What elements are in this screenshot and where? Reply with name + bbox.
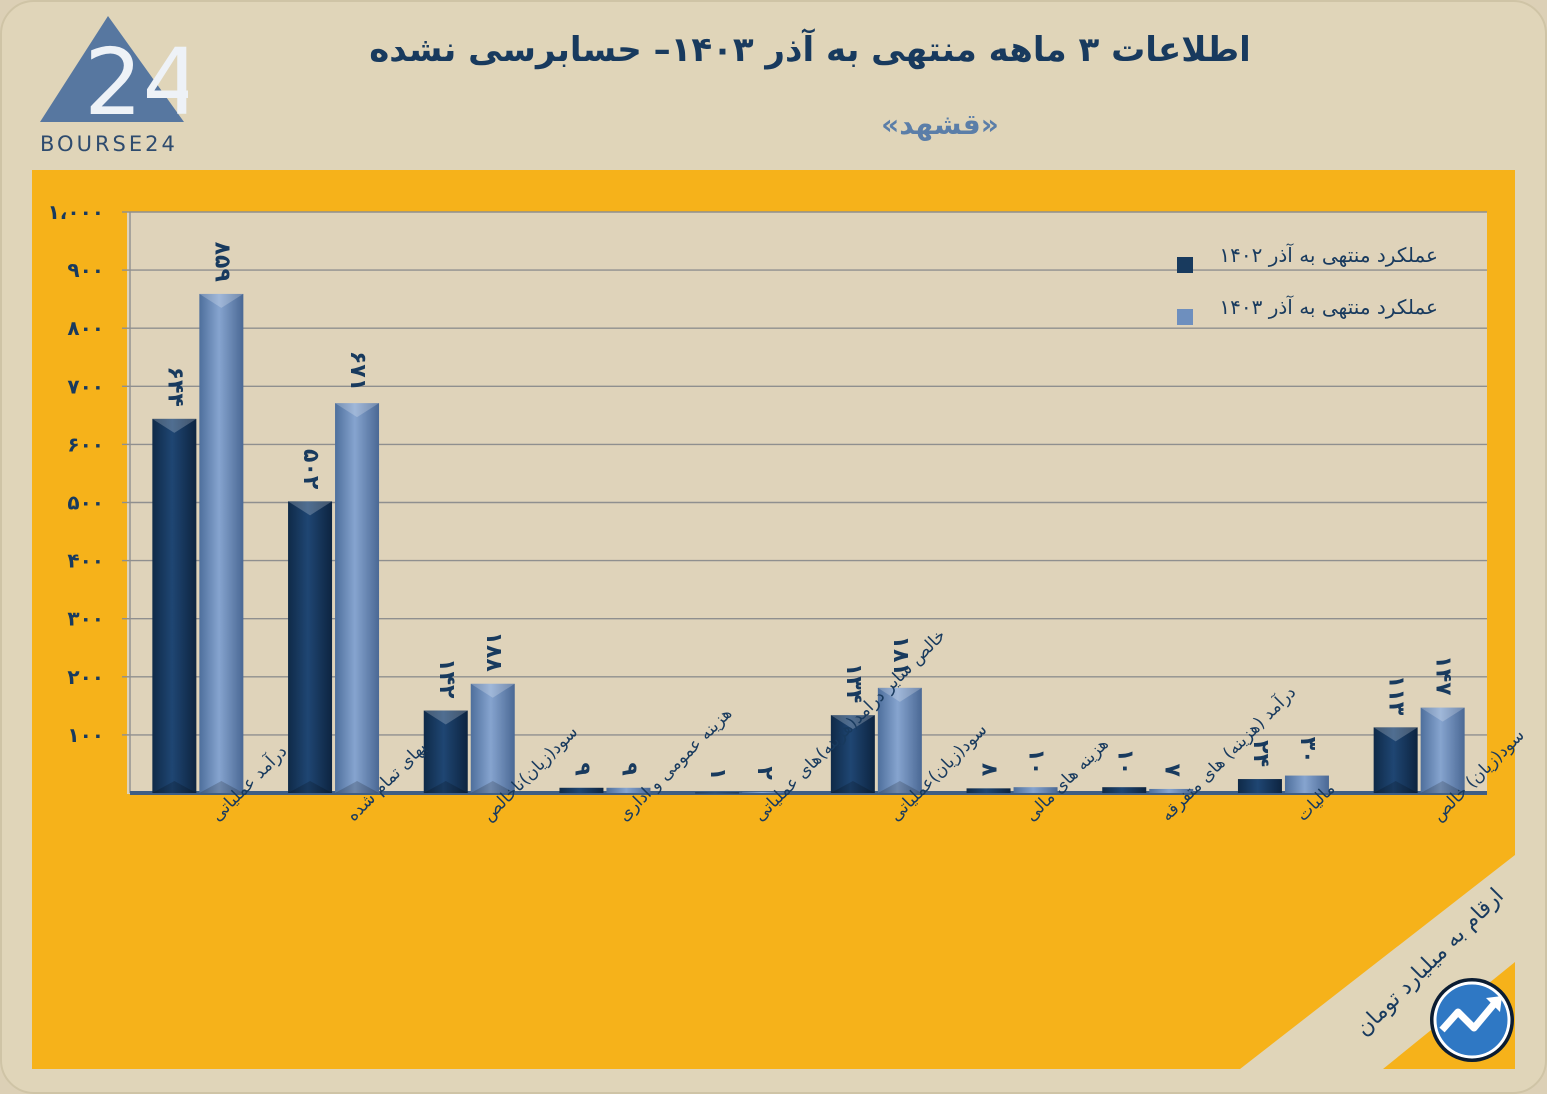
data-label-1402: ۲۴ [1248,740,1273,767]
data-label-1403: ۱۴۷ [1431,655,1456,696]
bar-bevel-bottom [423,781,468,793]
y-tick-label: ۷۰۰ [67,374,104,398]
logo-mark: 24 [84,29,188,136]
bar-bevel-bottom [1420,781,1465,793]
bar-bevel-top [470,683,515,698]
y-tick-label: ۴۰۰ [67,549,104,573]
bar-bevel-bottom [1373,781,1418,793]
bar-1402 [1373,727,1418,793]
bar-1402 [695,792,740,794]
bar-1402 [423,710,468,793]
y-tick-label: ۱،۰۰۰ [48,200,104,224]
y-tick-label: ۱۰۰ [67,723,104,747]
trend-arrow-icon [1430,978,1514,1062]
data-label-1403: ۱۰ [1024,748,1049,775]
bar-1403 [1420,707,1465,793]
bar-1402 [966,788,1011,793]
bar-bevel-top [423,710,468,725]
data-label-1403: ۲ [752,766,777,780]
bar-1403 [199,293,244,793]
bar-bevel-top [288,501,333,516]
bar-1403 [1284,775,1329,793]
data-label-1403: ۸۵۹ [209,242,234,282]
bar-1403 [877,687,922,793]
bar-1403 [1013,787,1058,793]
bar-bevel-top [830,715,875,730]
bar-1403 [1149,788,1194,793]
data-label-1402: ۶۴۴ [162,367,187,407]
legend-label-1403: عملکرد منتهی به آذر ۱۴۰۳ [1219,295,1438,319]
y-tick-label: ۶۰۰ [67,432,104,456]
bar-1403 [335,403,380,793]
legend-swatch-1402 [1177,257,1193,273]
data-label-1402: ۱۴۲ [434,658,459,699]
bar-1403 [742,791,787,793]
bar-bevel-top [1420,707,1465,722]
bar-bevel-bottom [470,781,515,793]
data-label-1402: ۱ [705,767,730,780]
y-tick-label: ۸۰۰ [67,316,104,340]
data-label-1403: ۱۸۸ [481,631,506,672]
data-label-1403: ۶۷۱ [345,351,370,391]
bar-bevel-top [152,418,197,433]
bar-bevel-bottom [199,781,244,793]
bar-bevel-top [199,293,244,308]
bar-1403 [470,683,515,793]
logo-text: BOURSE24 [40,132,178,156]
bar-bevel-bottom [877,781,922,793]
bar-1402 [559,787,604,793]
bar-1402 [1102,787,1147,793]
data-label-1402: ۸ [977,763,1002,777]
data-label-1402: ۱۱۳ [1384,675,1409,716]
y-tick-label: ۳۰۰ [67,607,104,631]
bar-1403 [606,787,651,793]
data-label-1402: ۵۰۲ [298,449,323,490]
chart-subtitle: «قشهد» [881,108,999,141]
legend-item-1403: عملکرد منتهی به آذر ۱۴۰۳ [1172,295,1452,347]
data-label-1403: ۹ [616,762,641,775]
bar-1402 [288,501,333,793]
data-label-1402: ۹ [569,762,594,775]
bar-bevel-top [335,403,380,418]
bar-bevel-bottom [335,781,380,793]
bar-1402 [152,418,197,793]
bar-1402 [830,715,875,793]
bar-bevel-bottom [152,781,197,793]
bar-bevel-top [877,687,922,702]
data-label-1402: ۱۳۴ [841,663,866,703]
y-tick-label: ۲۰۰ [67,665,104,689]
chart-title: اطلاعات ۳ ماهه منتهی به آذر ۱۴۰۳– حسابرس… [369,30,1251,70]
data-label-1402: ۱۰ [1112,748,1137,775]
legend-item-1402: عملکرد منتهی به آذر ۱۴۰۲ [1172,243,1452,295]
data-label-1403: ۷ [1159,763,1184,777]
bar-bevel-top [1373,727,1418,742]
bar-bevel-bottom [830,781,875,793]
legend-swatch-1403 [1177,309,1193,325]
y-tick-label: ۹۰۰ [67,258,104,282]
data-label-1403: ۳۰ [1295,737,1320,764]
bar-1402 [1237,779,1282,793]
bourse24-logo: 24 [40,16,188,136]
y-tick-label: ۵۰۰ [67,491,104,515]
chart-legend: عملکرد منتهی به آذر ۱۴۰۲ عملکرد منتهی به… [1172,243,1452,347]
bar-bevel-bottom [288,781,333,793]
legend-label-1402: عملکرد منتهی به آذر ۱۴۰۲ [1219,243,1438,267]
data-label-1403: ۱۸۱ [888,636,913,676]
